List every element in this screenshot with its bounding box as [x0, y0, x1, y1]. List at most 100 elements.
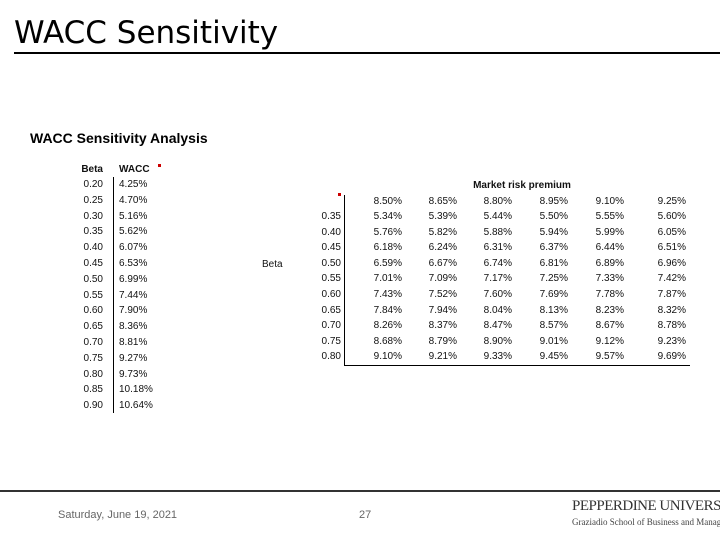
value-cell: 8.23% [595, 304, 624, 316]
wacc-cell: 4.25% [119, 179, 148, 190]
page-number: 27 [359, 509, 372, 521]
wacc-cell: 7.44% [119, 289, 148, 301]
beta-cell: 0.75 [83, 352, 103, 364]
value-cell: 6.81% [539, 257, 568, 269]
column-header: WACC [119, 164, 150, 175]
value-cell: 8.78% [657, 320, 686, 332]
beta-cell: 0.55 [83, 289, 103, 301]
value-cell: 8.79% [428, 335, 457, 347]
beta-cell: 0.70 [321, 320, 341, 332]
subtitle: WACC Sensitivity Analysis [30, 130, 208, 146]
beta-cell: 0.50 [321, 257, 341, 269]
sens-bottom-rule [344, 365, 690, 366]
wacc-cell: 6.07% [119, 242, 148, 254]
value-cell: 6.31% [483, 242, 512, 254]
beta-cell: 0.50 [83, 273, 103, 285]
value-cell: 6.05% [657, 226, 686, 238]
value-cell: 9.57% [595, 351, 624, 363]
value-cell: 8.90% [483, 335, 512, 347]
beta-cell: 0.85 [83, 384, 103, 396]
beta-cell: 0.90 [83, 400, 103, 412]
value-cell: 7.01% [373, 273, 402, 285]
value-cell: 5.39% [428, 211, 457, 222]
value-cell: 7.84% [373, 304, 402, 316]
value-cell: 6.44% [595, 242, 624, 254]
beta-cell: 0.35 [321, 211, 341, 222]
value-cell: 7.60% [483, 289, 512, 300]
value-cell: 8.37% [428, 320, 457, 332]
value-cell: 7.69% [539, 289, 568, 300]
footer-date: Saturday, June 19, 2021 [58, 509, 178, 521]
value-cell: 6.74% [483, 257, 512, 269]
beta-cell: 0.80 [83, 368, 103, 380]
row-title: Beta [262, 259, 283, 270]
value-cell: 7.78% [595, 289, 624, 300]
beta-cell: 0.30 [83, 210, 103, 222]
value-cell: 8.47% [483, 320, 512, 332]
beta-cell: 0.45 [83, 258, 103, 269]
column-header: 8.80% [483, 196, 512, 207]
value-cell: 8.67% [595, 320, 624, 332]
value-cell: 5.44% [483, 211, 512, 222]
wacc-cell: 6.53% [119, 258, 148, 269]
value-cell: 7.09% [428, 273, 457, 285]
value-cell: 9.23% [657, 335, 686, 347]
value-cell: 6.18% [373, 242, 402, 254]
value-cell: 5.55% [595, 211, 624, 222]
value-cell: 7.17% [483, 273, 512, 285]
column-header: 8.65% [428, 196, 457, 207]
beta-cell: 0.40 [321, 226, 341, 238]
wacc-cell: 10.64% [119, 400, 153, 412]
beta-cell: 0.80 [321, 351, 341, 363]
value-cell: 7.43% [373, 289, 402, 300]
marker [158, 164, 161, 167]
value-cell: 9.10% [373, 351, 402, 363]
value-cell: 6.37% [539, 242, 568, 254]
sens-divider [344, 195, 345, 366]
wacc-cell: 4.70% [119, 194, 148, 206]
wacc-cell: 8.81% [119, 337, 148, 348]
value-cell: 7.42% [657, 273, 686, 285]
wacc-cell: 5.62% [119, 226, 148, 238]
logo-school: Graziadio School of Business and Managem… [572, 517, 720, 527]
wacc-cell: 7.90% [119, 305, 148, 317]
value-cell: 6.51% [657, 242, 686, 254]
value-cell: 9.33% [483, 351, 512, 363]
beta-cell: 0.75 [321, 335, 341, 347]
title-rule [14, 52, 720, 54]
beta-cell: 0.70 [83, 337, 103, 348]
beta-cell: 0.60 [83, 305, 103, 317]
value-cell: 7.52% [428, 289, 457, 300]
value-cell: 8.32% [657, 304, 686, 316]
wacc-divider [113, 177, 114, 413]
value-cell: 5.34% [373, 211, 402, 222]
value-cell: 9.69% [657, 351, 686, 363]
value-cell: 7.33% [595, 273, 624, 285]
wacc-cell: 9.27% [119, 352, 148, 364]
beta-cell: 0.65 [321, 304, 341, 316]
value-cell: 9.45% [539, 351, 568, 363]
column-header: 8.50% [373, 196, 402, 207]
value-cell: 5.82% [428, 226, 457, 238]
column-title: Market risk premium [473, 180, 571, 191]
value-cell: 6.96% [657, 257, 686, 269]
value-cell: 6.59% [373, 257, 402, 269]
value-cell: 7.87% [657, 289, 686, 300]
beta-cell: 0.45 [321, 242, 341, 254]
beta-cell: 0.65 [83, 321, 103, 333]
beta-cell: 0.60 [321, 289, 341, 300]
column-header: Beta [81, 164, 103, 175]
value-cell: 7.94% [428, 304, 457, 316]
value-cell: 9.21% [428, 351, 457, 363]
wacc-cell: 9.73% [119, 368, 148, 380]
value-cell: 5.60% [657, 211, 686, 222]
slide-title: WACC Sensitivity [14, 15, 279, 51]
column-header: 9.25% [657, 196, 686, 207]
beta-cell: 0.35 [83, 226, 103, 238]
value-cell: 8.13% [539, 304, 568, 316]
beta-cell: 0.25 [83, 194, 103, 206]
column-header: 8.95% [539, 196, 568, 207]
beta-cell: 0.55 [321, 273, 341, 285]
value-cell: 8.57% [539, 320, 568, 332]
